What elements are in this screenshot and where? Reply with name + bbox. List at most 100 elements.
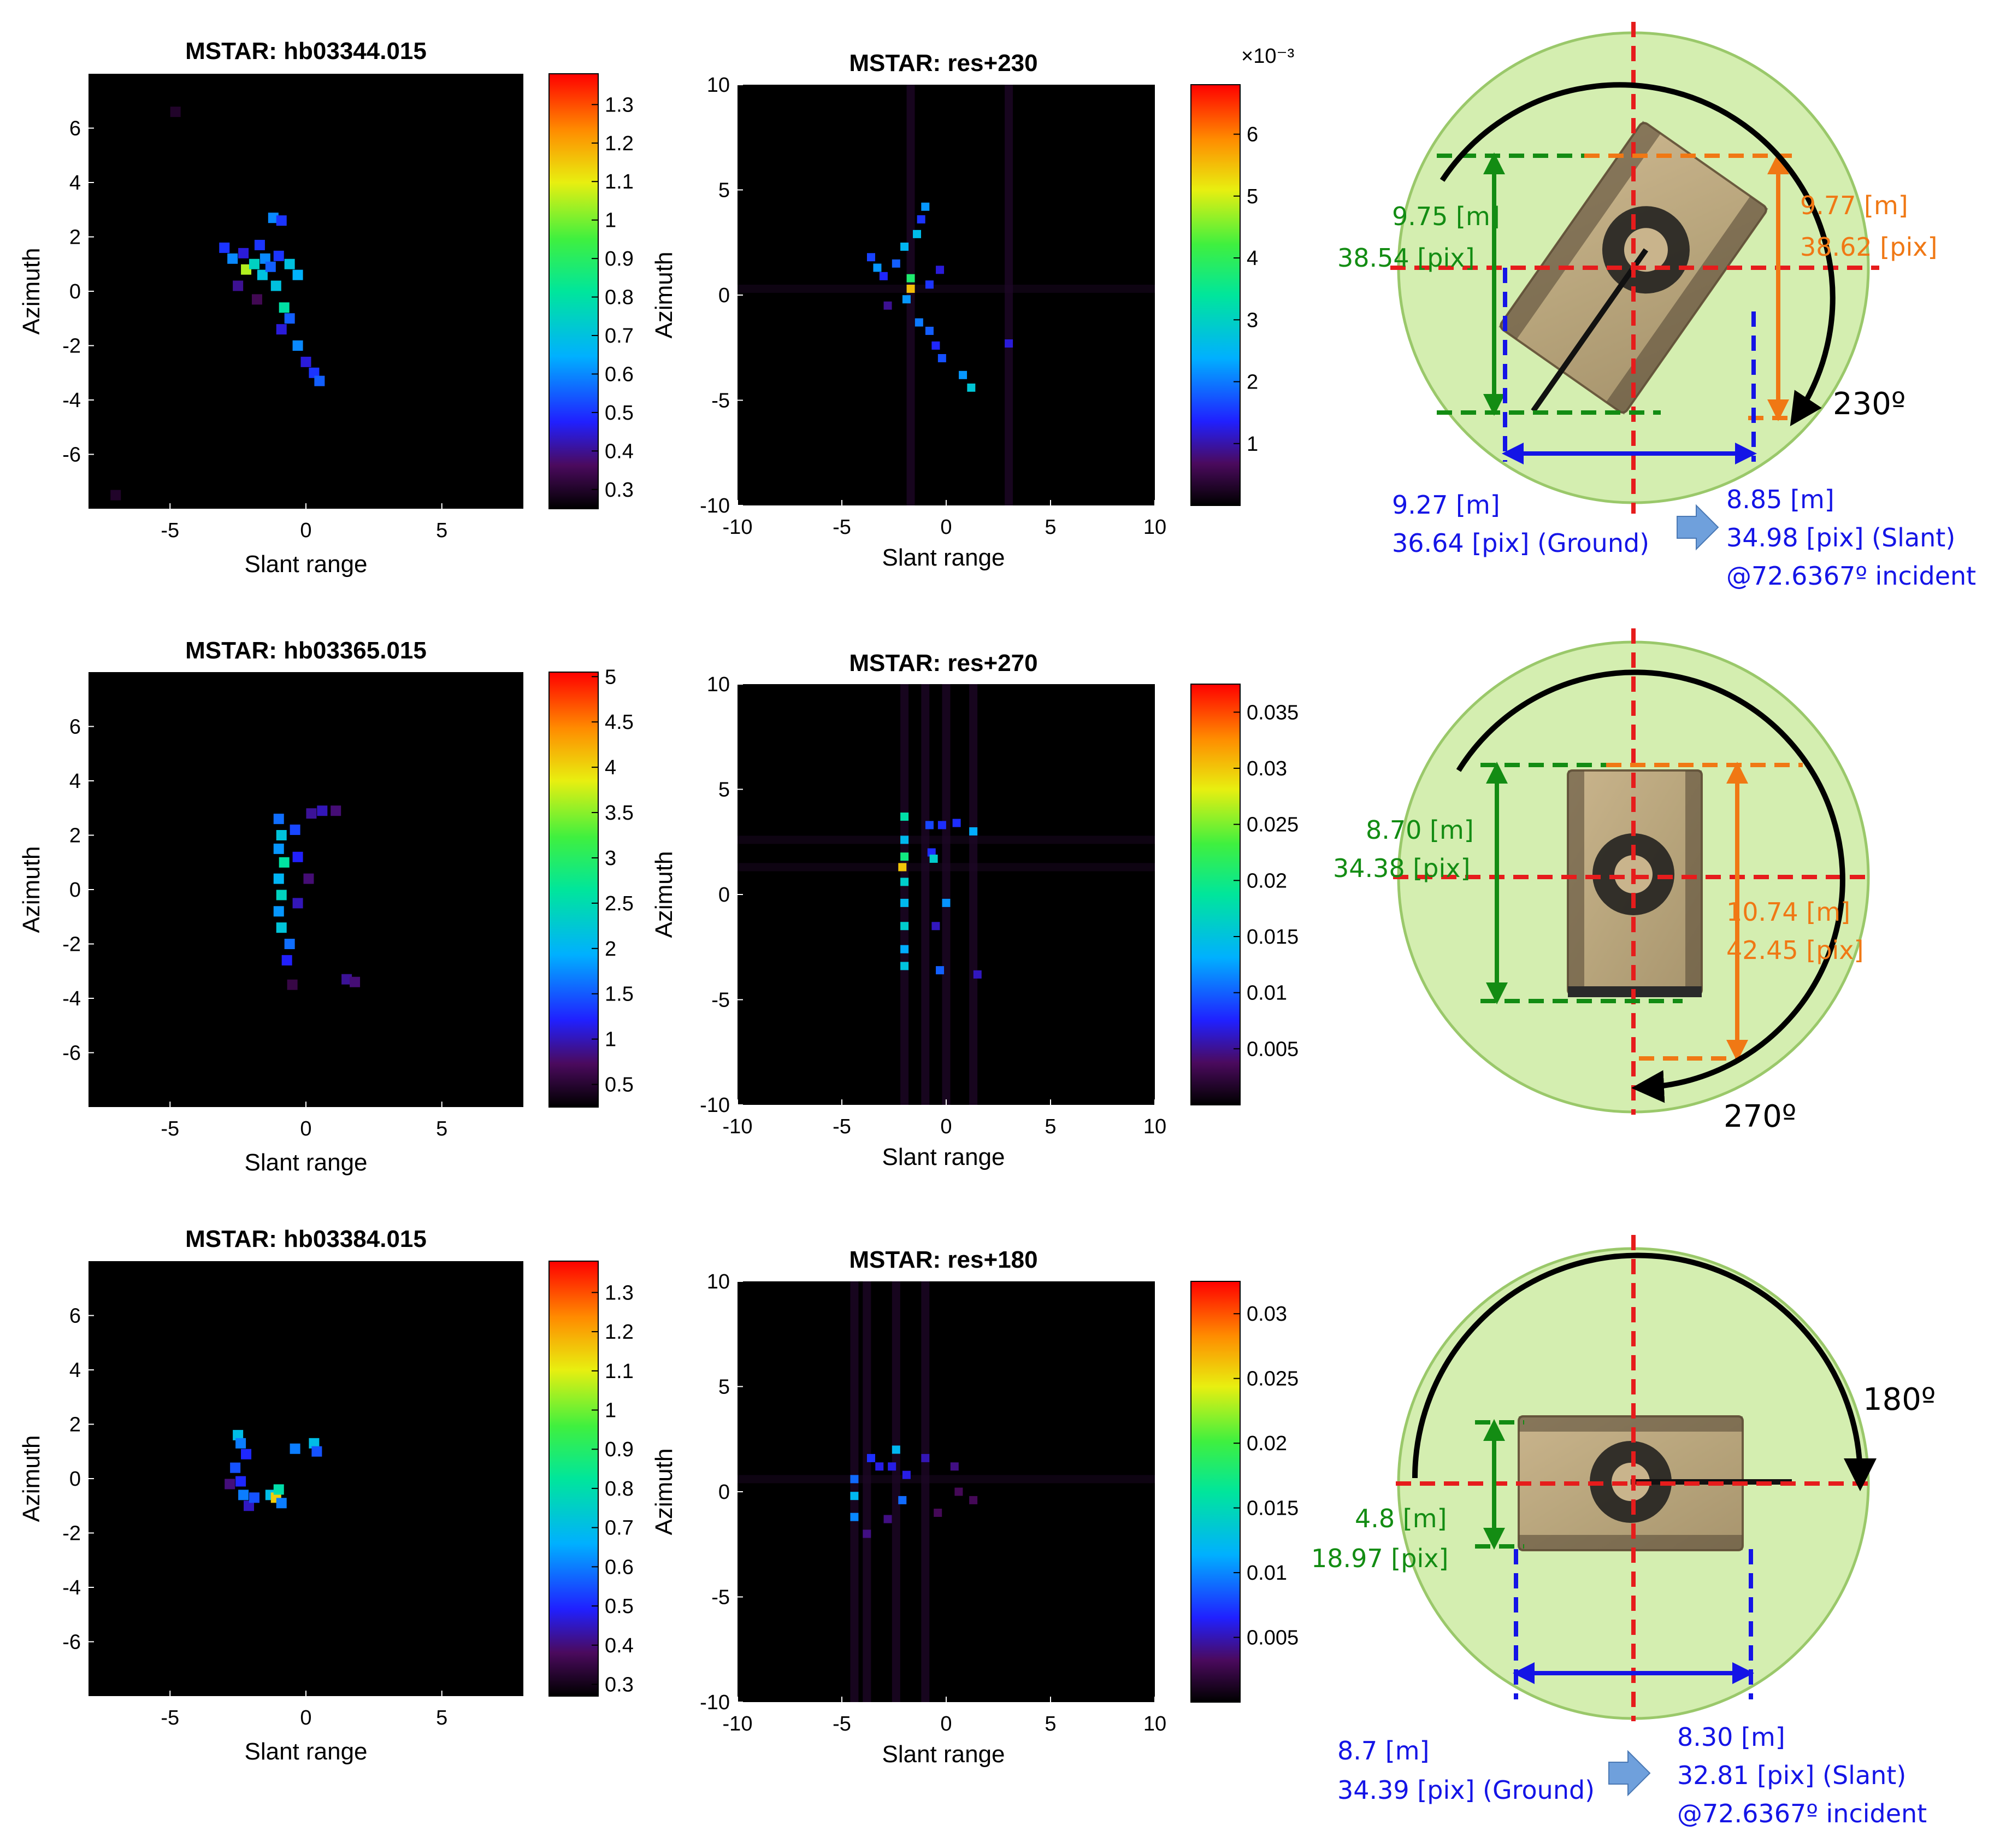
left-dimension-pixels: 38.54 [pix]: [1337, 243, 1474, 273]
heatmap-pixel: [317, 805, 328, 816]
heatmap-pixel: [268, 213, 279, 223]
heatmap-pixel: [292, 898, 303, 909]
colorbar-tick-label: 0.005: [1247, 1627, 1299, 1650]
heatmap-pixel: [1005, 339, 1013, 348]
y-tick-label: 5: [718, 179, 730, 202]
colorbar-tick-label: 0.5: [605, 1074, 634, 1097]
y-tick-label: -2: [62, 933, 81, 956]
y-tick-label: 0: [69, 879, 81, 902]
streak-horizontal: [738, 863, 1155, 872]
x-tick-label: -5: [161, 519, 179, 542]
colorbar-tick-label: 0.3: [605, 479, 634, 502]
heatmap-pixels: [738, 684, 1155, 1105]
heatmap-pixel: [866, 253, 875, 262]
heatmap-pixel: [314, 375, 325, 386]
colorbar-tick-label: 1.2: [605, 1321, 634, 1344]
colorbar-tick-label: 3: [605, 847, 616, 870]
heatmap-pixel: [900, 922, 909, 931]
colorbar: [548, 73, 599, 509]
colorbar-tick-label: 0.03: [1247, 1303, 1287, 1326]
colorbar-tick-label: 0.7: [605, 1517, 634, 1540]
x-tick-label: 5: [1045, 1115, 1056, 1138]
heatmap-pixel: [230, 1462, 241, 1473]
x-tick-label: -5: [833, 516, 851, 539]
y-tick-label: -4: [62, 987, 81, 1010]
heatmap-pixel: [900, 962, 909, 970]
y-tick-label: -2: [62, 1522, 81, 1545]
heatmap-pixel: [292, 340, 303, 351]
colorbar-tick-label: 0.025: [1247, 814, 1299, 837]
panel-res270: MSTAR: res+270 -10 -5 0 5 10 -10 -5 0 5 10 Slant …: [651, 650, 1299, 1170]
heatmap-pixel: [238, 248, 249, 258]
colorbar-tick-label: 4: [605, 756, 616, 779]
diagram-230: 230º 9.75 [m] 38.54 [pix] 9.77 [m] 38.62…: [1337, 22, 1976, 591]
colorbar-tick-label: 0.005: [1247, 1038, 1299, 1061]
x-tick-label: 5: [1045, 1712, 1056, 1735]
heatmap-pixels: [273, 805, 361, 990]
heatmap-pixel: [883, 1515, 892, 1523]
plot-area: [738, 1281, 1155, 1702]
right-arrow-icon: [1608, 1750, 1651, 1797]
heatmap-pixel: [284, 939, 295, 949]
panel-hb03344: MSTAR: hb03344.015 -5 0 5 -6 -4 -2 0 2 4 6 Slant …: [18, 38, 634, 578]
x-tick-label: -10: [723, 516, 753, 539]
colorbar: [548, 672, 599, 1108]
plot-area: [89, 74, 523, 509]
heatmap-pixel: [284, 313, 295, 324]
heatmap-pixel: [254, 239, 265, 250]
heatmap-pixel: [934, 1509, 942, 1517]
streak-vertical: [942, 684, 951, 1105]
heatmap-pixel: [898, 1496, 907, 1504]
heatmap-pixel: [244, 1500, 255, 1511]
heatmap-pixel: [937, 821, 946, 829]
heatmap-pixel: [850, 1492, 859, 1500]
heatmap-pixel: [331, 805, 341, 816]
x-tick-label: 0: [300, 1706, 311, 1729]
colorbar-tick-label: 0.03: [1247, 757, 1287, 780]
colorbar-tick-label: 0.02: [1247, 869, 1287, 892]
plot-title: MSTAR: hb03344.015: [185, 38, 427, 64]
angle-label: 230º: [1833, 386, 1905, 422]
heatmap-pixel: [273, 1484, 284, 1495]
y-tick-label: -6: [62, 1631, 81, 1654]
heatmap-pixel: [350, 976, 361, 987]
colorbar-tick-label: 0.9: [605, 1438, 634, 1461]
y-tick-label: -5: [711, 390, 730, 413]
ground-meters: 8.7 [m]: [1337, 1736, 1429, 1765]
y-tick-label: 6: [69, 117, 81, 140]
colorbar-tick-label: 2: [605, 938, 616, 961]
heatmap-pixel: [279, 857, 290, 868]
colorbar-tick-label: 1: [605, 209, 616, 232]
right-dimension-meters: 10.74 [m]: [1726, 897, 1850, 927]
colorbar-exponent: ×10⁻³: [1241, 45, 1294, 68]
heatmap-pixel: [273, 250, 284, 261]
plot-title: MSTAR: res+180: [849, 1246, 1037, 1273]
panel-hb03384: MSTAR: hb03384.015 -5 0 5 -6 -4 -2 0 2 4 6 Slant …: [18, 1226, 634, 1765]
heatmap-pixel: [850, 1512, 859, 1521]
heatmap-pixel: [900, 852, 909, 861]
heatmap-pixel: [913, 229, 922, 238]
heatmap-pixel: [238, 1490, 249, 1500]
x-axis-label: Slant range: [882, 544, 1005, 571]
x-tick-label: -10: [723, 1115, 753, 1138]
y-tick-label: -4: [62, 1576, 81, 1599]
colorbar-tick-label: 0.01: [1247, 1562, 1287, 1585]
colorbar-tick-label: 0.4: [605, 1634, 634, 1657]
colorbar-tick-label: 4: [1247, 247, 1258, 270]
left-dimension-pixels: 18.97 [pix]: [1311, 1544, 1448, 1573]
heatmap-pixel: [257, 269, 268, 280]
x-tick-label: 10: [1143, 1115, 1166, 1138]
colorbar-tick-label: 0.5: [605, 402, 634, 425]
heatmap-pixel: [952, 819, 961, 827]
heatmap-pixel: [925, 280, 934, 289]
heatmap-pixel: [879, 272, 888, 280]
heatmap-pixel: [287, 979, 298, 990]
colorbar-tick-label: 2.5: [605, 892, 634, 915]
heatmap-pixel: [921, 202, 930, 211]
colorbar-tick-label: 2: [1247, 371, 1258, 394]
heatmap-pixel: [309, 367, 320, 378]
slant-pixels: 34.98 [pix] (Slant): [1726, 523, 1955, 552]
plot-area: [89, 672, 523, 1107]
heatmap-pixel: [273, 906, 284, 917]
streak-vertical: [863, 1281, 871, 1702]
